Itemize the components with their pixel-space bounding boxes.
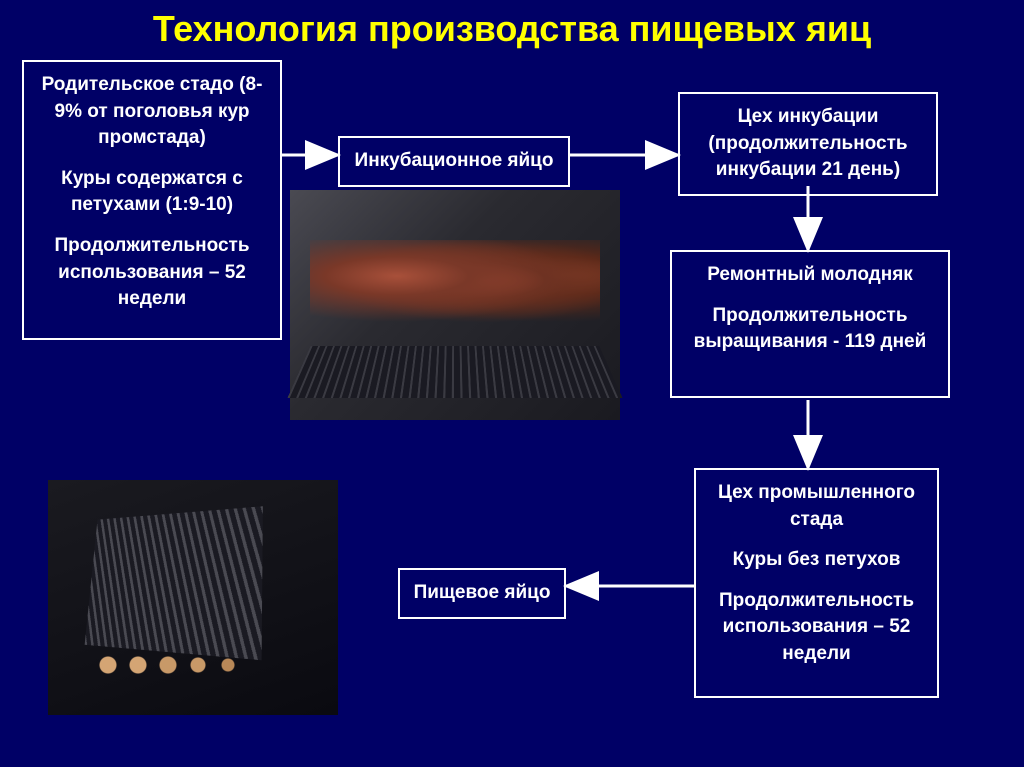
box-text-line: Цех инкубации (продолжительность инкубац… bbox=[688, 104, 928, 184]
box-text-line: Родительское стадо (8-9% от поголовья ку… bbox=[32, 72, 272, 152]
box-text-line: Цех промышленного стада bbox=[704, 480, 929, 533]
box-text-line: Ремонтный молодняк bbox=[680, 262, 940, 289]
box-food-egg: Пищевое яйцо bbox=[398, 568, 566, 619]
box-text-line: Продолжительность использования – 52 нед… bbox=[704, 588, 929, 668]
box-hatching-egg: Инкубационное яйцо bbox=[338, 136, 570, 187]
box-text-line: Куры без петухов bbox=[704, 547, 929, 574]
box-text-line: Инкубационное яйцо bbox=[348, 148, 560, 175]
box-text-line: Пищевое яйцо bbox=[408, 580, 556, 607]
box-parent-flock: Родительское стадо (8-9% от поголовья ку… bbox=[22, 60, 282, 340]
slide-title: Технология производства пищевых яиц bbox=[0, 0, 1024, 50]
box-text-line: Куры содержатся с петухами (1:9-10) bbox=[32, 166, 272, 219]
box-text-line: Продолжительность выращивания - 119 дней bbox=[680, 303, 940, 356]
box-rearing-stock: Ремонтный молодняк Продолжительность выра… bbox=[670, 250, 950, 398]
photo-eggs-on-conveyor bbox=[48, 480, 338, 715]
photo-chickens-in-cages bbox=[290, 190, 620, 420]
box-industrial-flock: Цех промышленного стада Куры без петухов П… bbox=[694, 468, 939, 698]
box-incubation-shop: Цех инкубации (продолжительность инкубац… bbox=[678, 92, 938, 196]
box-text-line: Продолжительность использования – 52 нед… bbox=[32, 233, 272, 313]
